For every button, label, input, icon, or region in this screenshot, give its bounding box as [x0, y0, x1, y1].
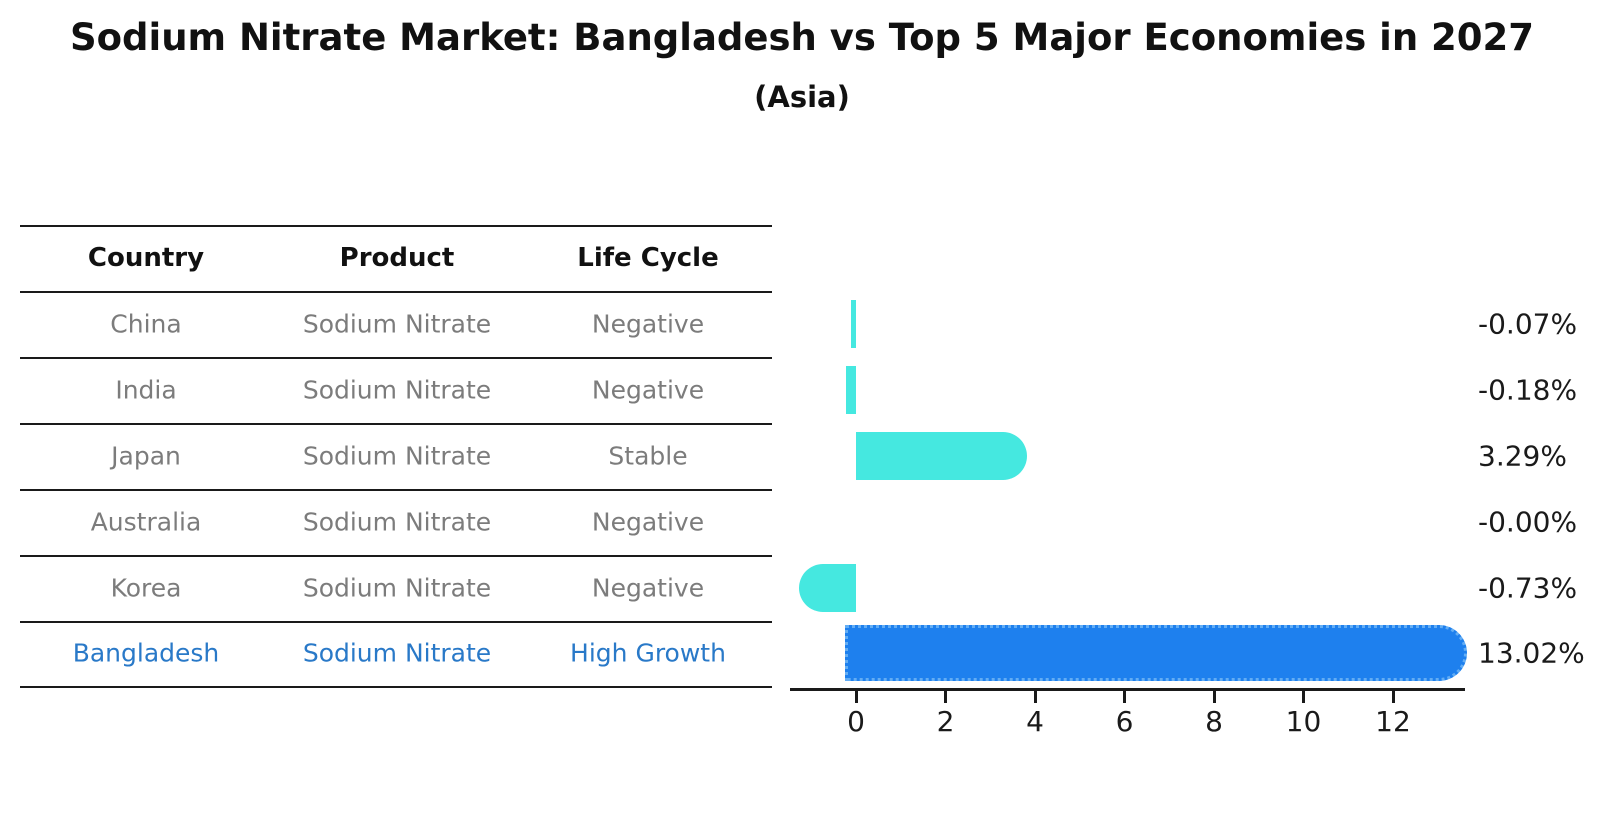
table-header-life-cycle: Life Cycle [577, 243, 719, 273]
table-row-china-cell-life-cycle: Negative [591, 309, 705, 339]
x-axis-tick-label: 0 [847, 705, 865, 738]
chart-subtitle: (Asia) [754, 80, 850, 114]
value-label-korea: -0.73% [1478, 571, 1578, 605]
table-row-korea-cell-product: Sodium Nitrate [302, 573, 492, 603]
table-row-korea-cell-life-cycle: Negative [591, 573, 705, 603]
x-axis-tick-label: 10 [1285, 705, 1322, 738]
table-row-india-cell-product: Sodium Nitrate [302, 375, 492, 405]
x-axis-tick [944, 691, 947, 703]
bar-china [850, 300, 856, 348]
x-axis-line [790, 688, 1465, 691]
table-row-australia-cell-product: Sodium Nitrate [302, 507, 492, 537]
table-row-line [20, 291, 772, 293]
table-row-china-cell-product: Sodium Nitrate [302, 309, 492, 339]
table-row-bangladesh-cell-product: Sodium Nitrate [302, 638, 492, 668]
x-axis-tick-label: 12 [1375, 705, 1411, 738]
x-axis-tick-label: 6 [1115, 705, 1134, 738]
table-row-china-cell-country: China [110, 309, 182, 339]
table-row-japan-cell-product: Sodium Nitrate [302, 441, 492, 471]
x-axis-tick [1212, 691, 1216, 703]
x-axis-tick-label: 8 [1205, 705, 1223, 738]
table-row-line [20, 489, 772, 491]
bar-bangladesh [845, 625, 1467, 681]
table-row-korea-cell-country: Korea [110, 573, 182, 603]
table-row-line [20, 555, 772, 557]
chart-title: Sodium Nitrate Market: Bangladesh vs Top… [69, 16, 1535, 59]
value-label-bangladesh: 13.02% [1478, 636, 1585, 670]
table-row-india-cell-country: India [115, 375, 177, 405]
x-axis-tick [1033, 691, 1037, 703]
x-axis-tick-label: 2 [936, 705, 955, 738]
value-label-australia: -0.00% [1478, 505, 1578, 539]
table-header-product: Product [339, 243, 455, 273]
x-axis-tick-label: 4 [1026, 705, 1044, 738]
table-row-line [20, 357, 772, 359]
table-row-line [20, 621, 772, 623]
table-row-australia-cell-life-cycle: Negative [591, 507, 705, 537]
table-row-line [20, 686, 772, 688]
value-label-japan: 3.29% [1478, 439, 1567, 473]
x-axis-tick [1123, 691, 1126, 703]
table-row-japan-cell-country: Japan [111, 441, 181, 471]
x-axis-tick [1302, 691, 1305, 703]
bar-japan [856, 432, 1028, 480]
table-row-japan-cell-life-cycle: Stable [608, 441, 688, 471]
table-row-india-cell-life-cycle: Negative [591, 375, 705, 405]
bar-korea [799, 564, 856, 612]
x-axis-tick [854, 691, 858, 703]
table-row-bangladesh-cell-life-cycle: High Growth [570, 638, 726, 668]
table-row-australia-cell-country: Australia [90, 507, 202, 537]
table-row-line [20, 423, 772, 425]
bar-india [845, 366, 856, 414]
value-label-india: -0.18% [1478, 373, 1578, 407]
value-label-china: -0.07% [1478, 307, 1578, 341]
table-row-line [20, 225, 772, 227]
x-axis-tick [1391, 691, 1395, 703]
table-header-country: Country [87, 243, 205, 273]
table-row-bangladesh-cell-country: Bangladesh [72, 638, 220, 668]
